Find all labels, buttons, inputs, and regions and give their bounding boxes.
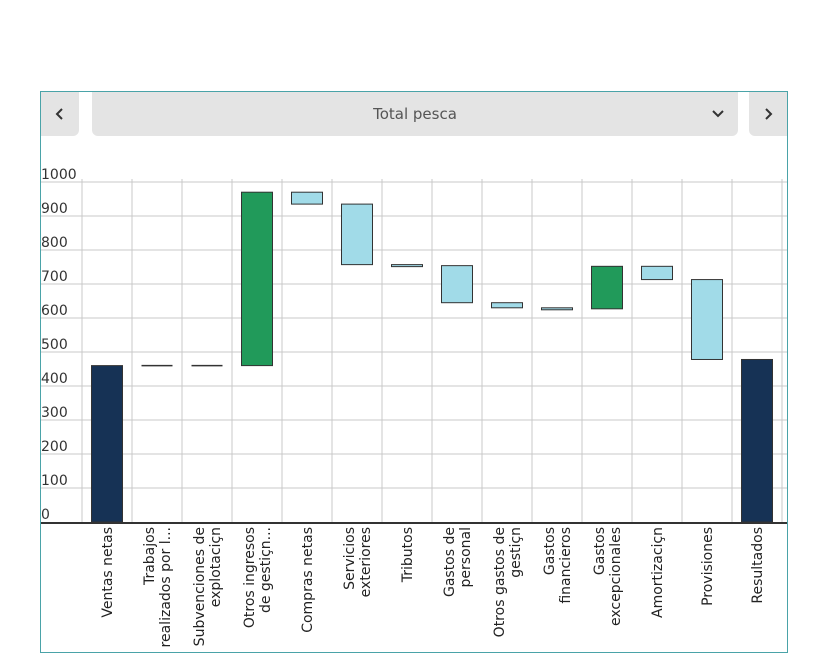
y-tick-label: 800 bbox=[41, 235, 68, 251]
bar-decrease bbox=[541, 307, 573, 311]
chart-panel: Total pesca 0 100 200 300 400 500 600 700 800 900… bbox=[40, 91, 788, 653]
bar-decrease bbox=[291, 191, 323, 205]
sector-select[interactable]: Total pesca bbox=[92, 92, 738, 136]
category-label: Subvenciones de bbox=[192, 527, 208, 646]
category-label: Tributos bbox=[400, 527, 416, 583]
category-label: Provisiones bbox=[700, 527, 716, 606]
category-label: realizados por l... bbox=[158, 527, 174, 647]
bar-increase bbox=[241, 191, 273, 367]
y-tick-label: 600 bbox=[41, 303, 68, 319]
category-label: Trabajos bbox=[142, 527, 158, 586]
category-label: gestiçn bbox=[508, 527, 524, 578]
y-tick-label: 400 bbox=[41, 371, 68, 387]
category-label: Amortizaciçn bbox=[650, 527, 666, 618]
previous-button[interactable] bbox=[41, 92, 79, 136]
y-tick-label: 0 bbox=[41, 507, 50, 523]
bar-decrease bbox=[691, 279, 723, 360]
category-label: explotaciçn bbox=[208, 527, 224, 607]
y-tick-label: 1000 bbox=[41, 167, 77, 183]
y-tick-label: 500 bbox=[41, 337, 68, 353]
category-label: excepcionales bbox=[608, 527, 624, 626]
category-label: financieros bbox=[558, 527, 574, 604]
category-label: Otros gastos de bbox=[492, 527, 508, 637]
bar-increase bbox=[591, 265, 623, 310]
category-label: Otros ingresos bbox=[242, 527, 258, 628]
chevron-right-icon bbox=[765, 108, 773, 120]
y-tick-label: 200 bbox=[41, 439, 68, 455]
next-button[interactable] bbox=[749, 92, 787, 136]
category-label: Gastos bbox=[542, 527, 558, 575]
chevron-down-icon bbox=[712, 110, 724, 118]
category-label: de gestiçn... bbox=[258, 527, 274, 613]
bar-decrease bbox=[641, 265, 673, 281]
y-tick-label: 100 bbox=[41, 473, 68, 489]
bar-decrease bbox=[441, 265, 473, 304]
category-label: Gastos de bbox=[442, 527, 458, 597]
waterfall-chart: 0 100 200 300 400 500 600 700 800 900 1000 Ventas n… bbox=[41, 167, 787, 647]
y-tick-label: 300 bbox=[41, 405, 68, 421]
category-label: Resultados bbox=[750, 527, 766, 604]
bar-decrease bbox=[391, 264, 423, 268]
bar-total bbox=[741, 358, 773, 523]
bar-total bbox=[91, 365, 123, 523]
category-label: Ventas netas bbox=[100, 527, 116, 618]
bar-decrease bbox=[491, 302, 523, 309]
category-label: Gastos bbox=[592, 527, 608, 575]
y-tick-label: 700 bbox=[41, 269, 68, 285]
sector-select-label: Total pesca bbox=[373, 105, 457, 123]
y-tick-label: 900 bbox=[41, 201, 68, 217]
chevron-left-icon bbox=[55, 108, 63, 120]
category-label: Compras netas bbox=[300, 527, 316, 633]
category-label: exteriores bbox=[358, 527, 374, 597]
category-label: personal bbox=[458, 527, 474, 587]
bar-decrease bbox=[341, 203, 373, 266]
category-label: Servicios bbox=[342, 527, 358, 590]
